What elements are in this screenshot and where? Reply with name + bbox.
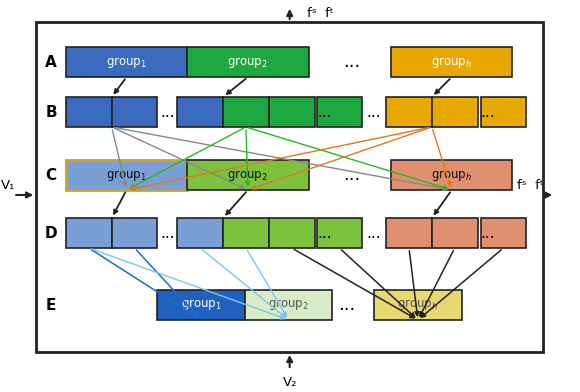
Text: E: E bbox=[46, 298, 56, 312]
Bar bbox=[66, 160, 187, 190]
Bar bbox=[432, 218, 477, 248]
Bar bbox=[223, 218, 269, 248]
Text: C: C bbox=[45, 167, 57, 183]
Bar bbox=[317, 97, 362, 127]
Bar bbox=[269, 97, 314, 127]
Text: ...: ... bbox=[480, 225, 495, 241]
Text: fˢ  fᵗ: fˢ fᵗ bbox=[307, 7, 333, 20]
Text: ...: ... bbox=[160, 225, 175, 241]
Text: ...: ... bbox=[160, 105, 175, 120]
Bar bbox=[157, 290, 245, 320]
Text: group$_2$: group$_2$ bbox=[268, 298, 309, 312]
Bar bbox=[386, 97, 432, 127]
Text: group$_1$: group$_1$ bbox=[106, 54, 147, 69]
Bar bbox=[66, 97, 112, 127]
Bar bbox=[112, 97, 157, 127]
Text: group$_2$: group$_2$ bbox=[227, 167, 269, 183]
Text: D: D bbox=[45, 225, 57, 241]
Bar bbox=[177, 218, 223, 248]
Text: ...: ... bbox=[343, 166, 360, 184]
Text: ...: ... bbox=[343, 53, 360, 71]
Bar bbox=[317, 218, 362, 248]
Bar bbox=[432, 97, 477, 127]
Text: ...: ... bbox=[367, 225, 382, 241]
Text: group$_h$: group$_h$ bbox=[431, 167, 472, 183]
Bar bbox=[187, 160, 309, 190]
Text: group$_1$: group$_1$ bbox=[106, 167, 147, 183]
Bar bbox=[391, 47, 512, 77]
Text: A: A bbox=[45, 54, 57, 69]
Text: group$_1$: group$_1$ bbox=[181, 298, 222, 312]
Bar bbox=[177, 97, 223, 127]
Text: V₁: V₁ bbox=[1, 178, 16, 192]
Bar bbox=[391, 160, 512, 190]
Text: V₂: V₂ bbox=[282, 376, 297, 388]
Text: group$_2$: group$_2$ bbox=[227, 54, 269, 69]
Text: group$_h$: group$_h$ bbox=[397, 298, 438, 312]
Bar bbox=[66, 47, 187, 77]
Bar bbox=[36, 22, 543, 352]
Text: ...: ... bbox=[480, 105, 495, 120]
Bar bbox=[66, 218, 112, 248]
Text: ...: ... bbox=[338, 296, 355, 314]
Bar bbox=[374, 290, 462, 320]
Bar bbox=[386, 218, 432, 248]
Text: ...: ... bbox=[317, 225, 332, 241]
Bar bbox=[481, 218, 526, 248]
Text: fˢ  fᵗ: fˢ fᵗ bbox=[517, 178, 543, 192]
Text: ...: ... bbox=[317, 105, 332, 120]
Bar bbox=[187, 47, 309, 77]
Bar bbox=[245, 290, 332, 320]
Bar bbox=[269, 218, 314, 248]
Text: group$_h$: group$_h$ bbox=[431, 54, 472, 69]
Bar bbox=[481, 97, 526, 127]
Text: B: B bbox=[45, 105, 57, 120]
Bar bbox=[223, 97, 269, 127]
Text: ...: ... bbox=[367, 105, 382, 120]
Bar bbox=[112, 218, 157, 248]
